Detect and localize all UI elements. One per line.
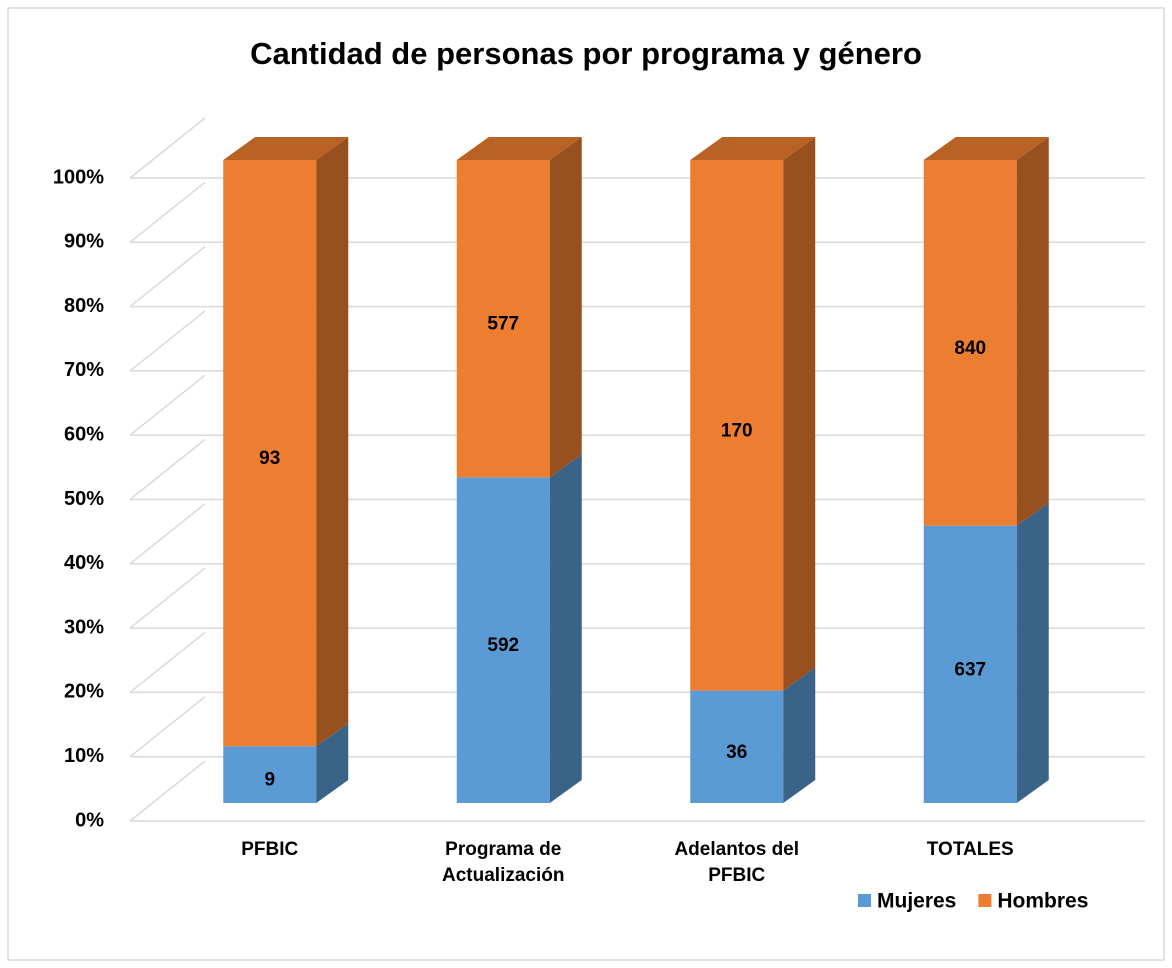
data-label: 577 bbox=[487, 314, 519, 335]
bar-top bbox=[923, 137, 1049, 160]
bar-side bbox=[1016, 502, 1049, 803]
grid-line-depth bbox=[129, 246, 206, 308]
grid-line-depth bbox=[129, 374, 206, 436]
x-tick-label: TOTALES bbox=[926, 839, 1014, 860]
bar-side bbox=[783, 137, 816, 691]
grid-line-depth bbox=[129, 503, 206, 565]
data-label: 170 bbox=[721, 420, 753, 441]
bar-side bbox=[549, 454, 582, 803]
y-tick-label: 10% bbox=[64, 745, 104, 767]
grid-line-depth bbox=[129, 567, 206, 629]
grid-line-depth bbox=[129, 696, 206, 758]
legend-swatch bbox=[978, 894, 992, 907]
bar-side bbox=[316, 723, 349, 803]
x-tick-label: Programa de Actualización bbox=[442, 839, 565, 886]
x-tick-label: Adelantos del PFBIC bbox=[674, 839, 800, 886]
y-tick-label: 80% bbox=[64, 295, 104, 317]
legend-label: Mujeres bbox=[877, 890, 956, 913]
y-tick-label: 20% bbox=[64, 681, 104, 703]
data-label: 592 bbox=[487, 635, 519, 656]
data-label: 9 bbox=[264, 770, 275, 791]
y-tick-label: 50% bbox=[64, 488, 104, 510]
bar-side bbox=[1016, 137, 1049, 526]
data-label: 840 bbox=[954, 338, 986, 359]
bar bbox=[690, 160, 784, 691]
y-tick-label: 40% bbox=[64, 552, 104, 574]
y-tick-label: 30% bbox=[64, 616, 104, 638]
bar-top bbox=[456, 137, 582, 160]
y-tick-label: 60% bbox=[64, 423, 104, 445]
legend-label: Hombres bbox=[997, 890, 1088, 913]
legend-swatch bbox=[858, 894, 871, 907]
x-tick-label: PFBIC bbox=[241, 839, 299, 860]
y-tick-label: 90% bbox=[64, 231, 104, 253]
grid-line-depth bbox=[129, 310, 206, 372]
y-tick-label: 70% bbox=[64, 359, 104, 381]
grid-line-depth bbox=[129, 181, 206, 243]
bar-side bbox=[316, 137, 349, 747]
bar bbox=[223, 160, 317, 747]
bar bbox=[923, 525, 1017, 803]
bar bbox=[456, 160, 550, 478]
data-label: 93 bbox=[259, 448, 280, 469]
grid-line-depth bbox=[129, 631, 206, 693]
grid-line-depth bbox=[129, 760, 206, 822]
grid-line-depth bbox=[129, 438, 206, 501]
bar-side bbox=[783, 667, 816, 803]
bar bbox=[923, 160, 1017, 526]
bar-top bbox=[690, 137, 816, 160]
bar bbox=[456, 477, 550, 803]
bar-top bbox=[223, 137, 349, 160]
chart-title: Cantidad de personas por programa y géne… bbox=[250, 36, 922, 71]
y-tick-label: 100% bbox=[53, 166, 104, 188]
bar bbox=[690, 690, 784, 803]
y-tick-label: 0% bbox=[75, 809, 104, 831]
data-label: 36 bbox=[726, 742, 747, 763]
bar bbox=[223, 746, 317, 803]
bar-side bbox=[549, 137, 582, 478]
grid-line-depth bbox=[129, 117, 206, 179]
data-label: 637 bbox=[954, 659, 986, 680]
